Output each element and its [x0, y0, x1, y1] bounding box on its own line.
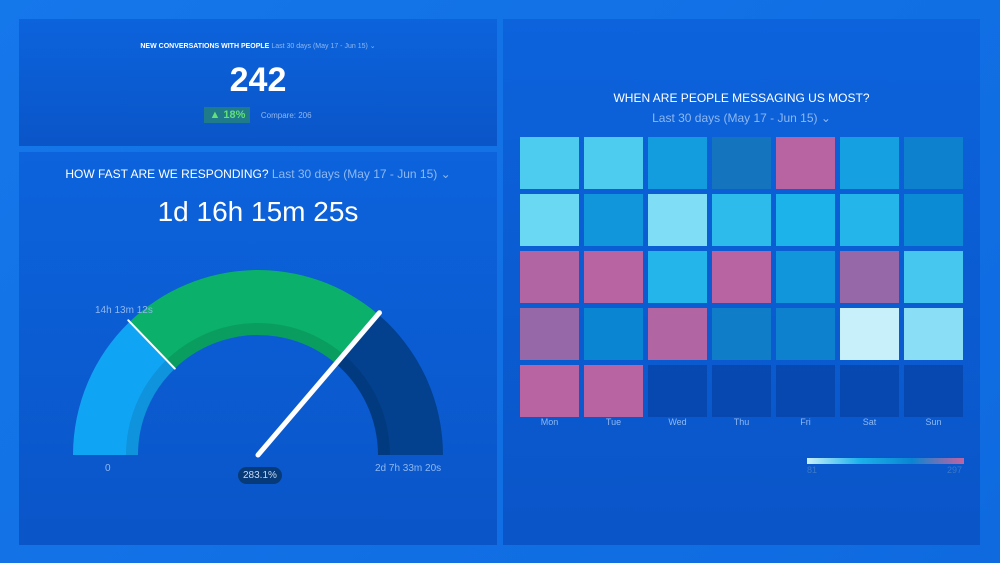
panel-title: NEW CONVERSATIONS WITH PEOPLE — [140, 43, 270, 50]
heatmap-cell[interactable] — [520, 308, 579, 360]
heatmap-cell[interactable] — [712, 137, 771, 189]
heatmap-cell[interactable] — [584, 308, 643, 360]
day-label: Sun — [925, 417, 942, 427]
heatmap-cell[interactable] — [840, 251, 899, 303]
heatmap-cell[interactable] — [840, 137, 899, 189]
day-label: Fri — [800, 417, 811, 427]
legend-max: 297 — [947, 465, 963, 475]
heatmap-cell[interactable] — [840, 365, 899, 417]
heatmap-cell[interactable] — [840, 194, 899, 246]
heatmap-cell[interactable] — [776, 194, 835, 246]
response-gauge — [73, 270, 443, 458]
new-conversations-panel: NEW CONVERSATIONS WITH PEOPLE Last 30 da… — [19, 19, 497, 146]
day-label: Tue — [605, 417, 622, 427]
heatmap-cell[interactable] — [712, 365, 771, 417]
conversations-count: 242 — [229, 61, 287, 99]
heatmap-cell[interactable] — [712, 194, 771, 246]
response-time-panel: HOW FAST ARE WE RESPONDING? Last 30 days… — [19, 152, 497, 545]
legend-gradient — [807, 458, 964, 464]
gauge-segment-low — [73, 321, 175, 455]
heatmap-cell[interactable] — [584, 365, 643, 417]
compare-text: Compare: 206 — [260, 111, 312, 120]
heatmap-cell[interactable] — [520, 251, 579, 303]
heatmap-cell[interactable] — [648, 365, 707, 417]
heatmap-cell[interactable] — [584, 137, 643, 189]
heatmap-cell[interactable] — [584, 251, 643, 303]
heatmap-cell[interactable] — [520, 365, 579, 417]
heatmap-cell[interactable] — [712, 251, 771, 303]
heatmap-cell[interactable] — [904, 308, 963, 360]
date-range-dropdown[interactable]: Last 30 days (May 17 - Jun 15) ⌄ — [271, 167, 451, 181]
heatmap-cell[interactable] — [648, 194, 707, 246]
response-time-value: 1d 16h 15m 25s — [157, 196, 359, 227]
gauge-threshold-label: 14h 13m 12s — [95, 305, 153, 316]
heatmap-cell[interactable] — [584, 194, 643, 246]
heatmap-cell[interactable] — [776, 251, 835, 303]
heatmap-cell[interactable] — [904, 137, 963, 189]
heatmap-cell[interactable] — [520, 137, 579, 189]
panel-header: NEW CONVERSATIONS WITH PEOPLE Last 30 da… — [19, 42, 497, 50]
date-range-dropdown[interactable]: Last 30 days (May 17 - Jun 15) ⌄ — [271, 43, 376, 50]
heatmap-cell[interactable] — [840, 308, 899, 360]
heatmap-cell[interactable] — [904, 194, 963, 246]
date-range-dropdown[interactable]: Last 30 days (May 17 - Jun 15) ⌄ — [652, 111, 831, 125]
day-label: Thu — [733, 417, 750, 427]
panel-header: HOW FAST ARE WE RESPONDING? Last 30 days… — [19, 167, 497, 181]
legend-min: 81 — [807, 465, 818, 475]
gauge-segment-high — [335, 314, 443, 455]
heatmap-panel: WHEN ARE PEOPLE MESSAGING US MOST? Last … — [503, 19, 980, 545]
gauge-threshold-marker — [127, 319, 176, 370]
day-label: Wed — [668, 417, 687, 427]
day-label: Sat — [862, 417, 877, 427]
heatmap-cell[interactable] — [776, 365, 835, 417]
gauge-segment-target — [129, 270, 379, 369]
gauge-max-label: 2d 7h 33m 20s — [375, 463, 442, 474]
change-badge: ▲ 18% — [204, 107, 251, 123]
gauge-min-label: 0 — [105, 463, 111, 474]
heatmap-cell[interactable] — [776, 308, 835, 360]
panel-title: HOW FAST ARE WE RESPONDING? — [65, 167, 269, 181]
gauge-percent-badge: 283.1% — [238, 467, 282, 484]
heatmap-title: WHEN ARE PEOPLE MESSAGING US MOST? — [613, 91, 870, 105]
heatmap-cell[interactable] — [904, 251, 963, 303]
day-label: Mon — [540, 417, 559, 427]
heatmap-cell[interactable] — [648, 251, 707, 303]
heatmap-cell[interactable] — [904, 365, 963, 417]
heatmap-cell[interactable] — [520, 194, 579, 246]
heatmap-cell[interactable] — [776, 137, 835, 189]
heatmap-cell[interactable] — [712, 308, 771, 360]
gauge-needle — [255, 310, 382, 458]
heatmap-cell[interactable] — [648, 308, 707, 360]
heatmap-cell[interactable] — [648, 137, 707, 189]
